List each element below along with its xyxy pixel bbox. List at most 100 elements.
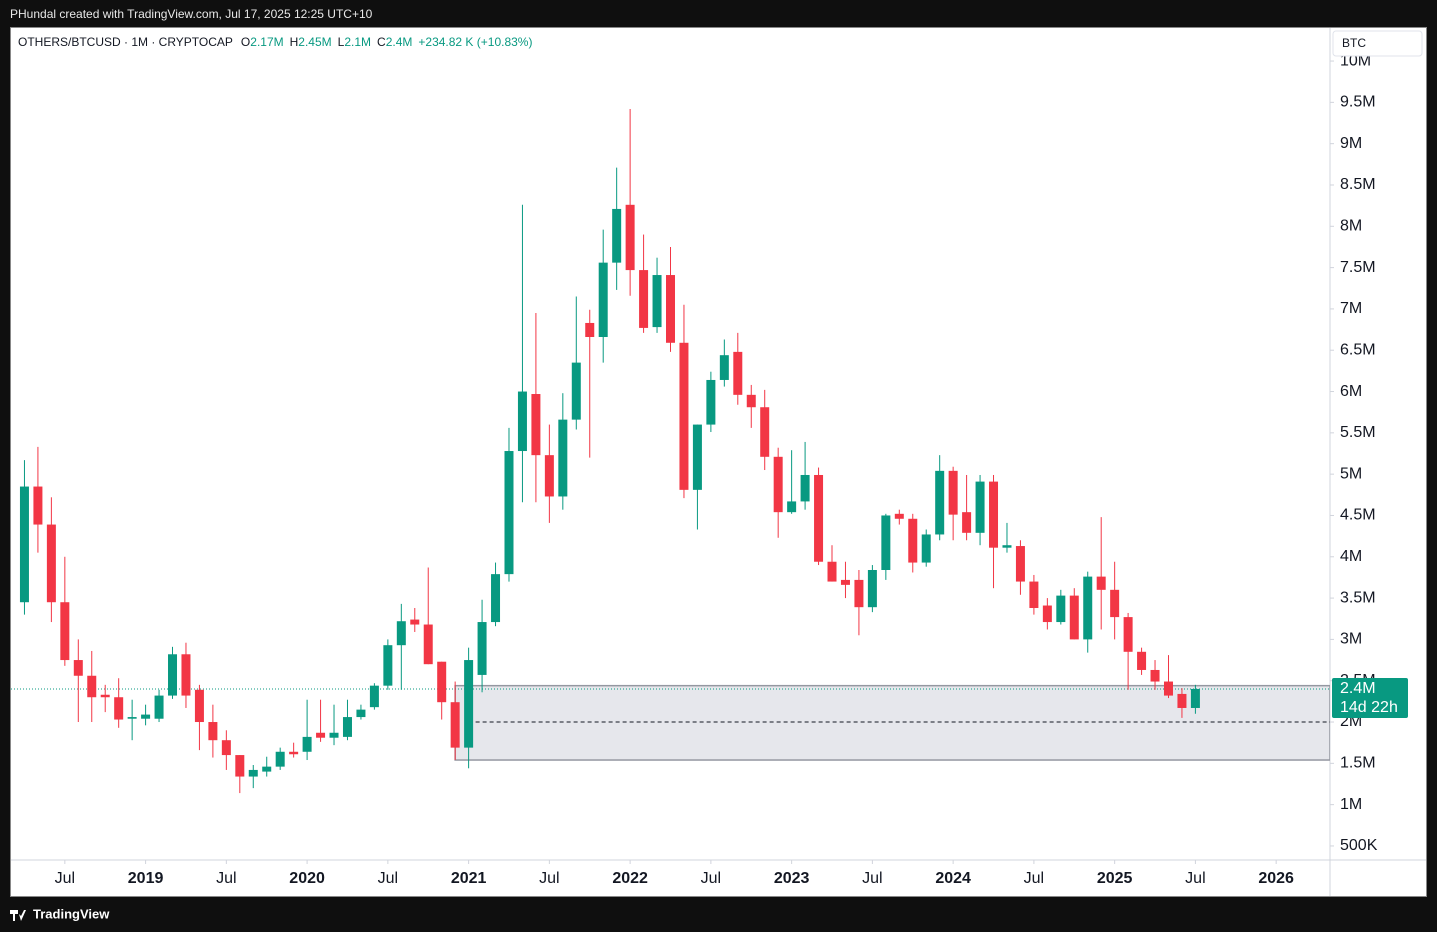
candle-body bbox=[491, 574, 501, 623]
candle-body bbox=[342, 717, 352, 737]
countdown: 14d 22h bbox=[1340, 699, 1398, 716]
candle-body bbox=[1096, 576, 1106, 590]
candle-body bbox=[719, 355, 729, 380]
candle-body bbox=[1029, 581, 1039, 609]
legend-text: OTHERS/BTCUSD · 1M · CRYPTOCAP O2.17M H2.4… bbox=[18, 35, 532, 49]
candle-body bbox=[1110, 589, 1120, 618]
candle-body bbox=[612, 208, 622, 263]
candle-body bbox=[168, 654, 178, 696]
x-tick-label: 2019 bbox=[128, 870, 164, 887]
ohlc-key: C bbox=[377, 35, 386, 49]
y-tick-label: 9.5M bbox=[1340, 94, 1376, 111]
candle-body bbox=[989, 481, 999, 548]
candle-body bbox=[73, 660, 83, 676]
candle-body bbox=[773, 456, 783, 513]
ohlc-value: 2.1M bbox=[344, 35, 371, 49]
candle-body bbox=[1015, 546, 1025, 582]
candle-body bbox=[679, 342, 689, 490]
candle-body bbox=[881, 515, 891, 570]
candle-body bbox=[194, 689, 204, 723]
x-tick-label: Jul bbox=[1185, 870, 1205, 887]
symbol: OTHERS/BTCUSD · 1M · CRYPTOCAP bbox=[18, 35, 233, 49]
candle-body bbox=[1190, 688, 1200, 708]
candle-body bbox=[639, 270, 649, 328]
candle-body bbox=[504, 451, 514, 575]
candle-body bbox=[814, 474, 824, 562]
candle-body bbox=[383, 645, 393, 686]
candle-body bbox=[733, 351, 743, 395]
y-tick-label: 4.5M bbox=[1340, 507, 1376, 524]
candle-body bbox=[181, 654, 191, 696]
candle-body bbox=[1150, 669, 1160, 682]
candle-body bbox=[114, 697, 124, 720]
y-tick-label: 8M bbox=[1340, 218, 1362, 235]
x-tick-label: 2022 bbox=[612, 870, 648, 887]
y-tick-label: 7.5M bbox=[1340, 259, 1376, 276]
candle-body bbox=[1083, 576, 1093, 640]
y-tick-label: 8.5M bbox=[1340, 176, 1376, 193]
x-tick-label: 2021 bbox=[451, 870, 487, 887]
x-tick-label: 2020 bbox=[289, 870, 325, 887]
candle-body bbox=[46, 524, 56, 603]
candle-body bbox=[666, 275, 675, 343]
candle-body bbox=[517, 391, 527, 452]
candle-body bbox=[544, 455, 554, 497]
y-tick-label: 500K bbox=[1340, 837, 1378, 854]
candle-body bbox=[396, 621, 406, 646]
candle-body bbox=[1137, 651, 1147, 670]
last-price-label: 2.4M bbox=[1340, 680, 1376, 697]
candle-body bbox=[19, 486, 29, 603]
y-tick-label: 9M bbox=[1340, 135, 1362, 152]
candle-body bbox=[127, 717, 137, 719]
candle-body bbox=[908, 518, 918, 563]
candle-body bbox=[840, 579, 850, 585]
ohlc-key: O bbox=[241, 35, 250, 49]
candle-body bbox=[854, 579, 864, 608]
x-tick-label: Jul bbox=[1024, 870, 1044, 887]
candle-body bbox=[787, 501, 797, 513]
candle-body bbox=[464, 660, 474, 748]
y-tick-label: 3.5M bbox=[1340, 589, 1376, 606]
currency: BTC bbox=[1342, 36, 1366, 50]
candle-body bbox=[369, 685, 379, 708]
candle-body bbox=[1177, 693, 1187, 708]
ohlc-value: 2.17M bbox=[250, 35, 283, 49]
candle-body bbox=[262, 766, 272, 772]
candle-body bbox=[477, 622, 487, 675]
candle-body bbox=[235, 755, 245, 777]
candle-body bbox=[1056, 595, 1066, 623]
x-tick-label: Jul bbox=[539, 870, 559, 887]
y-tick-label: 4M bbox=[1340, 548, 1362, 565]
candle-body bbox=[706, 379, 716, 425]
candle-body bbox=[208, 722, 218, 741]
candle-body bbox=[248, 769, 258, 777]
candle-body bbox=[571, 362, 581, 420]
candle-body bbox=[1069, 595, 1079, 640]
candle-body bbox=[935, 470, 945, 535]
y-tick-label: 10M bbox=[1340, 52, 1371, 69]
legend: OTHERS/BTCUSD · 1M · CRYPTOCAP O2.17M H2.4… bbox=[18, 35, 532, 49]
candle-body bbox=[746, 394, 756, 408]
candle-body bbox=[141, 714, 151, 719]
candle-body bbox=[87, 675, 97, 698]
candle-body bbox=[221, 740, 231, 756]
caption: PHundal created with TradingView.com, Ju… bbox=[10, 7, 373, 21]
candle-body bbox=[760, 407, 770, 457]
candle-body bbox=[625, 204, 635, 271]
candle-body bbox=[558, 419, 568, 497]
ohlc-value: 2.4M bbox=[386, 35, 413, 49]
candle-body bbox=[450, 702, 460, 748]
candle-body bbox=[948, 470, 958, 515]
logo bbox=[10, 910, 26, 921]
brand: TradingView bbox=[33, 906, 110, 921]
y-tick-label: 1M bbox=[1340, 796, 1362, 813]
candle-body bbox=[921, 534, 931, 563]
candle-body bbox=[1002, 545, 1012, 548]
candle-body bbox=[585, 322, 595, 338]
ohlc-key: L bbox=[338, 35, 345, 49]
candle-body bbox=[154, 695, 164, 719]
y-tick-label: 5M bbox=[1340, 465, 1362, 482]
ohlc-value: 2.45M bbox=[298, 35, 331, 49]
change: +234.82 K (+10.83%) bbox=[418, 35, 532, 49]
